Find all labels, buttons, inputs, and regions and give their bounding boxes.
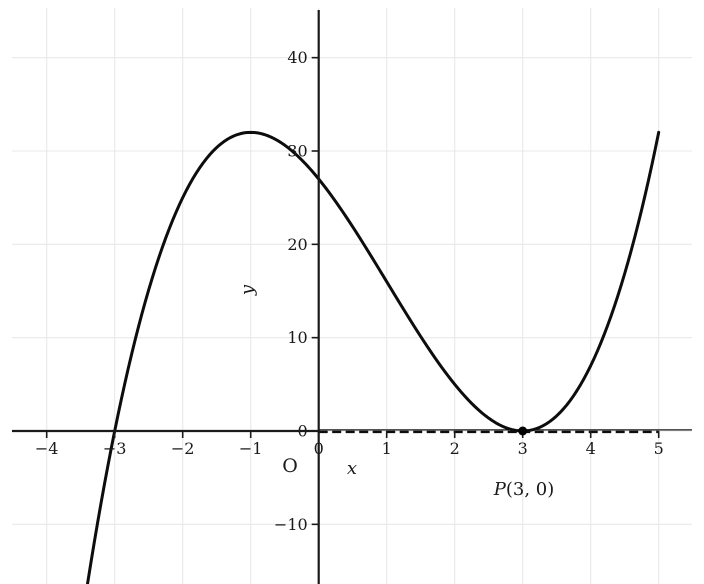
point-p-name: P bbox=[493, 479, 507, 500]
y-tick-label: 30 bbox=[287, 142, 307, 161]
x-tick-label: 4 bbox=[586, 439, 596, 458]
y-tick-label: 40 bbox=[287, 48, 307, 67]
x-axis-label: x bbox=[347, 458, 357, 479]
y-tick-label: 10 bbox=[287, 328, 307, 347]
point-p-coords: (3, 0) bbox=[506, 479, 554, 500]
x-tick-label: 0 bbox=[314, 439, 324, 458]
cubic-curve bbox=[85, 130, 661, 584]
x-tick-label: 2 bbox=[450, 439, 460, 458]
x-tick-label: 1 bbox=[382, 439, 392, 458]
point-p-label: P(3, 0) bbox=[493, 479, 555, 500]
y-tick-label: −10 bbox=[274, 515, 308, 534]
axes-layer bbox=[12, 10, 660, 584]
marked-point-layer bbox=[518, 426, 528, 436]
origin-label: O bbox=[282, 455, 298, 477]
x-tick-label: 5 bbox=[654, 439, 664, 458]
x-tick-label: −1 bbox=[239, 439, 263, 458]
x-tick-label: −4 bbox=[35, 439, 59, 458]
y-tick-label: 0 bbox=[298, 422, 308, 441]
x-tick-label: −2 bbox=[171, 439, 195, 458]
y-axis-label: y bbox=[237, 284, 258, 296]
point-p-dot bbox=[518, 426, 528, 436]
gridlines-layer bbox=[12, 8, 692, 584]
x-tick-label: 3 bbox=[518, 439, 528, 458]
x-tick-label: −3 bbox=[103, 439, 127, 458]
curve-layer bbox=[85, 130, 661, 584]
y-tick-label: 20 bbox=[287, 235, 307, 254]
